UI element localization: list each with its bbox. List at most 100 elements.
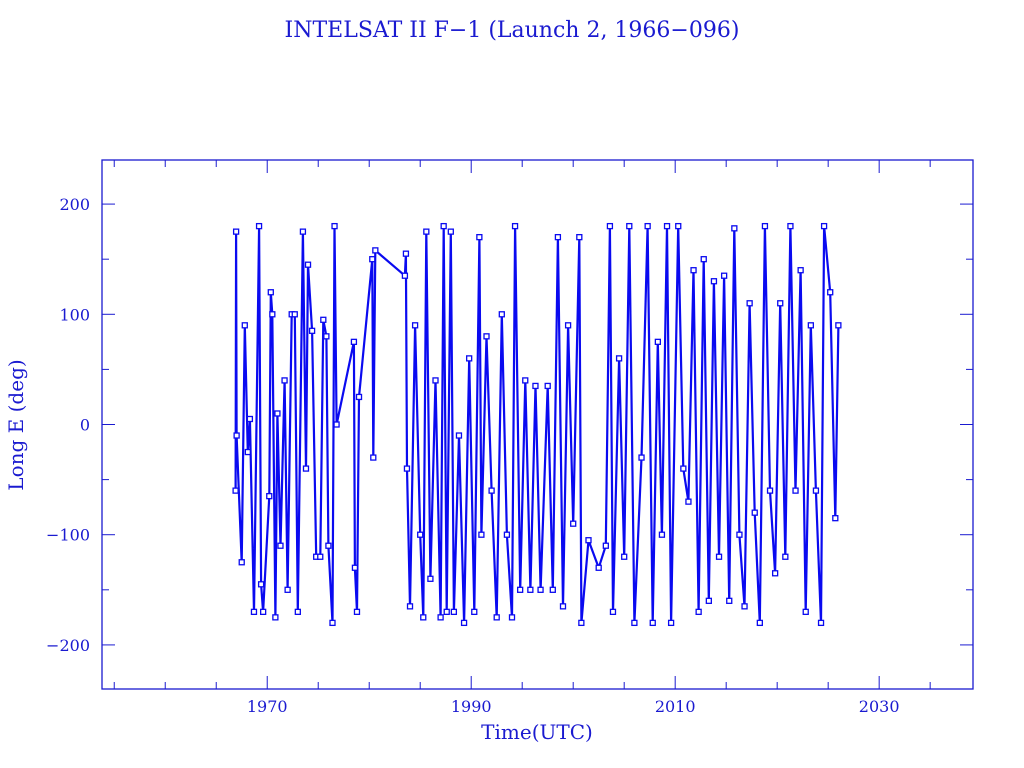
data-point-marker — [267, 289, 274, 296]
data-point-marker — [609, 608, 617, 616]
data-point-marker — [238, 559, 245, 566]
data-point-marker — [331, 222, 338, 230]
data-point-marker — [233, 432, 240, 439]
data-point-marker — [606, 222, 614, 230]
data-point-marker — [832, 515, 839, 522]
data-point-marker — [761, 222, 769, 230]
data-point-marker — [675, 222, 682, 230]
data-point-marker — [317, 553, 324, 560]
data-point-marker — [570, 520, 577, 527]
data-point-marker — [537, 586, 544, 593]
data-point-marker — [351, 564, 359, 571]
data-point-marker — [508, 614, 516, 621]
y-tick-label: 100 — [59, 305, 90, 324]
y-axis-label: Long E (deg) — [4, 359, 28, 490]
data-point-marker — [685, 498, 692, 505]
data-point-marker — [232, 228, 240, 235]
data-point-marker — [274, 410, 281, 417]
x-axis-label: Time(UTC) — [481, 720, 593, 744]
data-point-marker — [272, 614, 279, 621]
data-point-marker — [369, 256, 376, 263]
data-point-marker — [705, 597, 712, 604]
data-point-marker — [746, 300, 753, 307]
data-point-marker — [427, 575, 434, 582]
data-point-marker — [291, 311, 298, 318]
data-point-marker — [232, 487, 239, 494]
y-tick-label: −200 — [46, 636, 90, 655]
data-point-marker — [417, 531, 424, 538]
data-point-marker — [817, 619, 825, 627]
data-point-marker — [527, 586, 534, 593]
data-point-marker — [532, 382, 539, 390]
data-point-marker — [329, 619, 336, 627]
data-point-marker — [420, 614, 427, 621]
data-point-marker — [325, 542, 332, 549]
data-point-marker — [720, 272, 728, 279]
data-point-marker — [423, 228, 430, 235]
x-tick-label: 2010 — [655, 697, 696, 716]
data-point-marker — [302, 465, 310, 472]
data-point-marker — [488, 487, 495, 494]
data-point-marker — [401, 272, 409, 279]
data-point-marker — [483, 333, 490, 340]
data-point-marker — [631, 619, 638, 627]
data-point-marker — [644, 222, 651, 230]
data-point-marker — [355, 393, 363, 401]
data-point-marker — [615, 355, 623, 362]
data-point-marker — [792, 487, 799, 494]
tick-labels: 1970 1990 2010 2030 200 100 0 −100 −200 — [46, 195, 899, 716]
data-point-marker — [503, 531, 511, 538]
data-point-marker — [663, 222, 671, 230]
x-tick-label: 1970 — [247, 697, 288, 716]
data-point-marker — [432, 377, 439, 384]
data-point-marker — [372, 247, 379, 254]
data-point-marker — [517, 586, 524, 593]
chart-title: INTELSAT II F−1 (Launch 2, 1966−096) — [285, 18, 740, 43]
data-point-marker — [522, 377, 529, 384]
data-point-marker — [440, 222, 447, 230]
data-point-marker — [835, 322, 842, 329]
data-point-marker — [766, 487, 774, 494]
data-point-marker — [294, 608, 301, 616]
data-point-marker — [493, 614, 500, 621]
data-point-marker — [777, 300, 784, 307]
data-point-marker — [710, 278, 718, 285]
data-point-marker — [250, 608, 258, 616]
data-point-marker — [658, 531, 666, 538]
data-point-marker — [257, 581, 265, 588]
data-point-marker — [241, 322, 248, 329]
data-point-marker — [255, 222, 263, 230]
data-point-marker — [649, 619, 656, 627]
data-point-marker — [320, 316, 327, 323]
data-point-marker — [544, 382, 551, 390]
data-point-marker — [308, 327, 316, 334]
data-point-marker — [259, 608, 267, 616]
data-point-marker — [802, 608, 809, 616]
data-point-marker — [690, 267, 697, 274]
x-tick-label: 2030 — [859, 697, 900, 716]
data-point-marker — [353, 608, 361, 616]
data-point-marker — [695, 608, 702, 616]
data-point-marker — [812, 487, 820, 494]
data-point-marker — [726, 597, 733, 604]
data-point-marker — [281, 377, 288, 384]
data-point-marker — [333, 421, 340, 428]
data-point-marker — [787, 222, 794, 230]
data-point-marker — [350, 338, 358, 345]
x-tick-label: 1990 — [451, 697, 492, 716]
data-point-marker — [511, 222, 519, 230]
data-point-marker — [284, 586, 291, 593]
data-point-marker — [827, 289, 834, 296]
data-point-marker — [654, 338, 661, 345]
data-series — [232, 222, 842, 627]
data-point-marker — [460, 619, 468, 627]
data-point-marker — [277, 542, 284, 549]
data-point-marker — [578, 619, 585, 627]
data-point-marker — [626, 222, 633, 230]
data-point-marker — [403, 465, 411, 472]
series-line — [234, 225, 840, 624]
data-point-marker — [447, 228, 454, 235]
data-point-marker — [731, 225, 738, 232]
data-point-marker — [549, 586, 556, 593]
axis-ticks — [102, 160, 973, 689]
